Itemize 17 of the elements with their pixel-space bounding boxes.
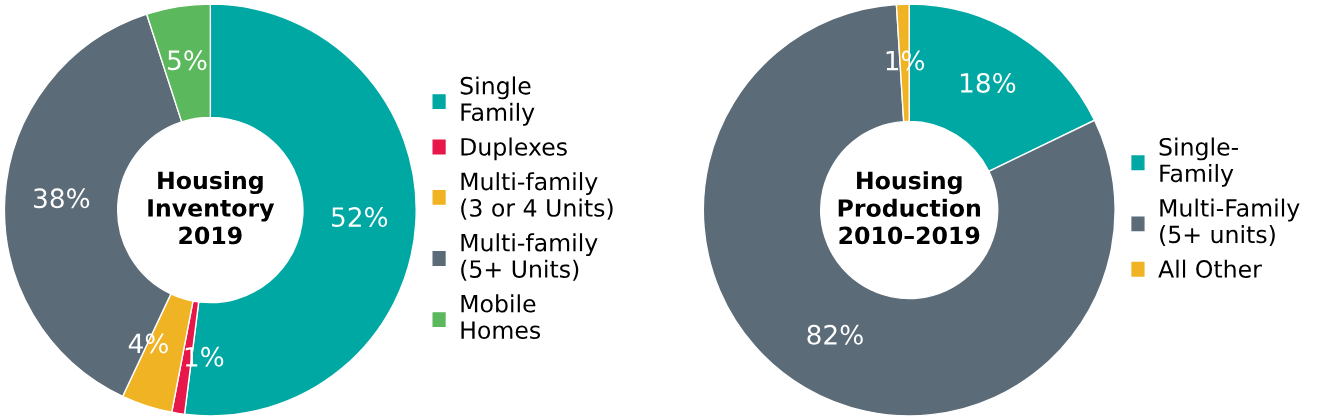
data-label: 18% — [960, 72, 1016, 93]
data-label: 4% — [128, 333, 168, 354]
donut-slice — [702, 3, 1116, 417]
legend-label: Single Family — [460, 76, 535, 126]
legend-label: Duplexes — [461, 137, 567, 161]
legend-label: Single- Family — [1159, 137, 1238, 187]
data-label: 82% — [807, 324, 863, 345]
data-label: 38% — [34, 188, 90, 209]
legend-label: Multi-Family (5+ units) — [1160, 198, 1300, 247]
legend-label: Mobile Homes — [461, 294, 541, 340]
data-label: 52% — [332, 207, 388, 228]
text: Housing Inventory 2019 — [148, 171, 275, 245]
legend-label: Multi-family (5+ Units) — [461, 233, 598, 281]
data-label: 5% — [168, 50, 207, 71]
text: Housing Production 2010–2019 — [838, 171, 981, 245]
legend-label: All Other — [1158, 259, 1262, 278]
legend-label: Multi-family (3 or 4 Units) — [461, 172, 613, 220]
